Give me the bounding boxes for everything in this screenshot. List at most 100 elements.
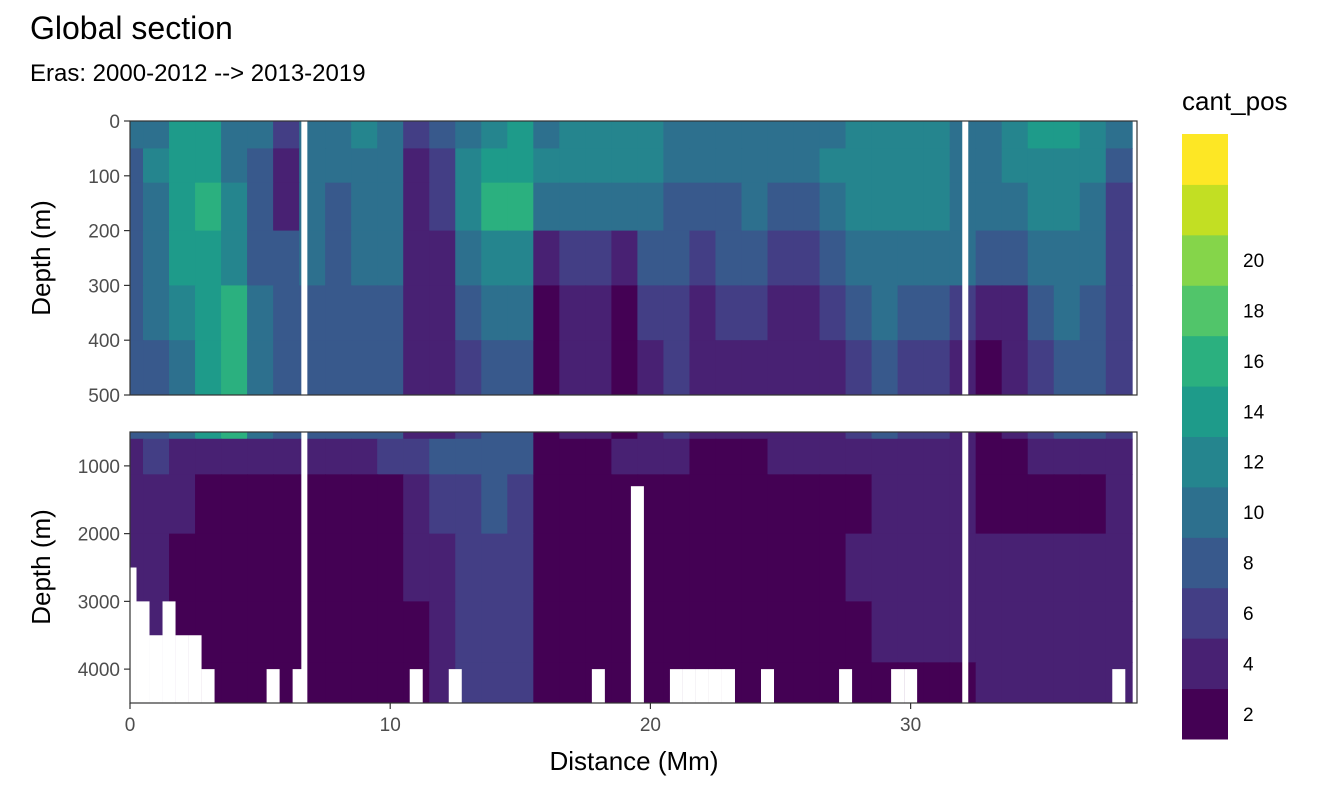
field-cell (325, 474, 353, 535)
field-cell (247, 474, 274, 535)
field-cell (793, 432, 821, 440)
field-cell (1105, 230, 1133, 286)
field-cell (533, 121, 561, 149)
field-cell (377, 662, 405, 703)
field-cell (975, 182, 1003, 232)
field-cell (819, 230, 847, 286)
field-cell (351, 230, 379, 286)
field-cell (767, 601, 795, 663)
field-cell (611, 182, 639, 232)
field-cell (455, 432, 483, 440)
field-cell (130, 438, 144, 475)
field-cell (1079, 230, 1107, 286)
seafloor-mask (130, 567, 137, 703)
seafloor-mask (839, 669, 853, 703)
field-cell (1105, 148, 1133, 184)
field-cell (130, 230, 144, 286)
field-cell (481, 601, 509, 663)
field-cell (1001, 121, 1029, 149)
field-cell (1001, 533, 1029, 602)
section-gap (962, 432, 969, 703)
field-cell (923, 438, 951, 475)
field-cell (741, 182, 769, 232)
field-cell (377, 601, 405, 663)
seafloor-mask (695, 669, 709, 703)
legend-title: cant_pos (1182, 86, 1288, 116)
y-tick-label: 1000 (78, 457, 120, 478)
field-cell (481, 285, 509, 341)
legend-swatch (1182, 688, 1228, 740)
field-cell (819, 438, 847, 475)
field-cell (507, 182, 535, 232)
field-cell (533, 474, 561, 535)
seafloor-mask (201, 669, 215, 703)
field-cell (923, 533, 951, 602)
field-cell (741, 148, 769, 184)
field-cell (585, 601, 613, 663)
field-cell (481, 474, 509, 535)
legend-label: 20 (1243, 251, 1264, 272)
field-cell (455, 148, 483, 184)
field-cell (1053, 432, 1081, 440)
y-tick-label: 300 (88, 276, 120, 297)
y-tick-label: 100 (88, 167, 120, 188)
field-cell (403, 285, 431, 341)
field-cell (1001, 601, 1029, 663)
field-cell (1079, 662, 1107, 703)
field-cell (273, 533, 300, 602)
field-cell (1079, 148, 1107, 184)
field-cell (507, 230, 535, 286)
field-cell (689, 438, 717, 475)
field-cell (533, 432, 561, 440)
seafloor-mask (669, 669, 683, 703)
field-cell (1001, 662, 1029, 703)
field-cell (507, 438, 535, 475)
field-cell (1105, 182, 1133, 232)
field-cell (1053, 121, 1081, 149)
field-cell (923, 182, 951, 232)
field-cell (325, 533, 353, 602)
field-cell (871, 148, 899, 184)
field-cell (169, 230, 196, 286)
seafloor-mask (448, 669, 462, 703)
field-cell (559, 230, 587, 286)
field-cell (351, 533, 379, 602)
field-cell (221, 438, 248, 475)
field-cell (637, 182, 665, 232)
field-cell (559, 121, 587, 149)
field-cell (377, 533, 405, 602)
field-cell (975, 474, 1003, 535)
field-cell (1001, 230, 1029, 286)
field-cell (819, 148, 847, 184)
field-cell (403, 438, 431, 475)
field-cell (273, 285, 300, 341)
field-cell (845, 182, 873, 232)
field-cell (1001, 474, 1029, 535)
field-cell (793, 601, 821, 663)
field-cell (325, 148, 353, 184)
field-cell (1079, 285, 1107, 341)
field-cell (975, 432, 1003, 440)
field-cell (689, 474, 717, 535)
field-cell (793, 285, 821, 341)
legend-label: 10 (1243, 503, 1264, 524)
field-cell (403, 432, 431, 440)
field-cell (1027, 182, 1055, 232)
field-cell (663, 533, 691, 602)
field-cell (975, 662, 1003, 703)
field-cell (611, 230, 639, 286)
field-cell (611, 340, 639, 395)
x-tick-label: 30 (900, 715, 921, 736)
y-tick-label: 3000 (78, 592, 120, 613)
field-cell (975, 601, 1003, 663)
field-cell (403, 601, 431, 663)
field-cell (221, 340, 248, 395)
seafloor-mask (149, 635, 163, 703)
x-axis-title: Distance (Mm) (549, 746, 718, 776)
field-cell (767, 474, 795, 535)
legend-label: 8 (1243, 554, 1254, 575)
field-cell (507, 148, 535, 184)
field-cell (611, 121, 639, 149)
field-cell (689, 121, 717, 149)
field-cell (221, 474, 248, 535)
